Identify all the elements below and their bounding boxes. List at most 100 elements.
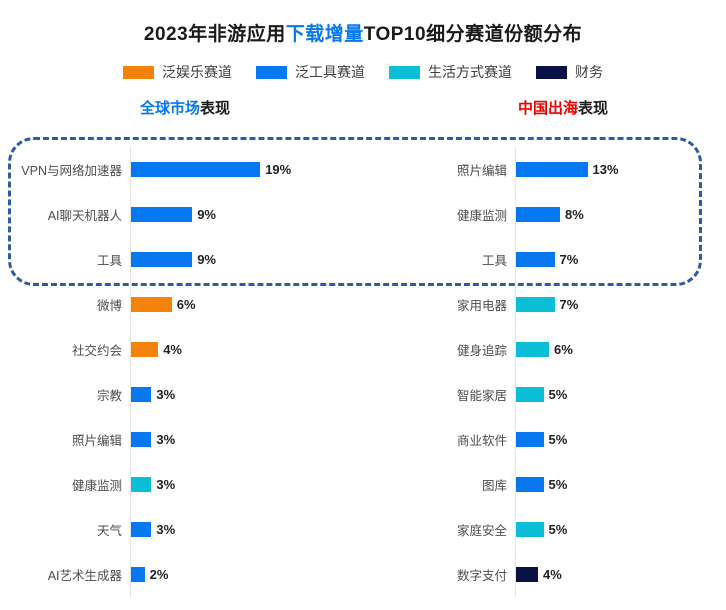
category-label: 健身追踪 [456, 344, 507, 358]
china-overseas-header-highlight: 中国出海 [517, 100, 578, 117]
legend-item-label: 生活方式赛道 [428, 64, 512, 80]
category-label: 家用电器 [456, 299, 507, 313]
category-label: 微博 [96, 299, 122, 313]
bar [516, 297, 555, 312]
bar-area: 5% [515, 462, 726, 507]
bar-value-label: 5% [548, 477, 568, 492]
category-label: 工具 [481, 254, 507, 268]
chart-row: 健康监测 8% [385, 192, 726, 237]
bar-area: 5% [515, 372, 726, 417]
bar [131, 297, 172, 312]
bar [131, 162, 261, 177]
bar [131, 252, 193, 267]
bar-value-label: 9% [197, 252, 216, 267]
bar-value-label: 8% [565, 207, 584, 222]
chart-row: 数字支付 4% [385, 552, 726, 597]
category-label: 家庭安全 [456, 524, 507, 538]
bar [131, 342, 159, 357]
category-label: 照片编辑 [71, 434, 122, 448]
legend-item: 泛工具赛道 [256, 62, 365, 82]
bar [516, 477, 544, 492]
bar [516, 162, 588, 177]
bar-value-label: 19% [265, 162, 292, 177]
chart-row: 健康监测 3% [0, 462, 341, 507]
chart-row: AI聊天机器人 9% [0, 192, 341, 237]
bar [516, 342, 549, 357]
category-label: 照片编辑 [456, 164, 507, 178]
legend-item: 财务 [536, 62, 603, 82]
china-overseas-header-suffix: 表现 [578, 100, 609, 117]
category-label: 社交约会 [71, 344, 122, 358]
bar-area: 7% [515, 282, 726, 327]
legend-item-label: 财务 [575, 64, 603, 80]
chart-row: 图库 5% [385, 462, 726, 507]
global-market-header: 全球市场表现 [40, 97, 330, 118]
category-label: 数字支付 [456, 569, 507, 583]
global-market-chart: VPN与网络加速器 19% AI聊天机器人 9% 工具 9% 微博 6% 社交约会 4% 宗教 3% 照… [0, 147, 341, 597]
title-prefix: 2023年非游应用 [143, 24, 286, 45]
bar-value-label: 3% [156, 522, 176, 537]
bar-value-label: 13% [592, 162, 619, 177]
bar-area: 6% [515, 327, 726, 372]
bar-value-label: 7% [559, 297, 579, 312]
bar [131, 567, 145, 582]
category-label: VPN与网络加速器 [21, 164, 122, 178]
category-label: 智能家居 [456, 389, 507, 403]
legend-item: 泛娱乐赛道 [123, 62, 232, 82]
category-label: 健康监测 [71, 479, 122, 493]
bar-value-label: 6% [554, 342, 573, 357]
global-market-header-suffix: 表现 [200, 100, 231, 117]
bar-area: 3% [130, 417, 341, 462]
bar-area: 8% [515, 192, 726, 237]
category-label: 天气 [96, 524, 122, 538]
bar-area: 3% [130, 372, 341, 417]
bar [516, 567, 538, 582]
bar-area: 5% [515, 417, 726, 462]
bar-area: 3% [130, 507, 341, 552]
chart-row: VPN与网络加速器 19% [0, 147, 341, 192]
bar [516, 522, 544, 537]
bar-value-label: 9% [197, 207, 216, 222]
bar-value-label: 3% [156, 477, 176, 492]
bar-value-label: 5% [548, 387, 568, 402]
bar [516, 432, 544, 447]
bar-area: 9% [130, 192, 341, 237]
chart-row: 宗教 3% [0, 372, 341, 417]
bar [131, 207, 193, 222]
legend-swatch [389, 65, 420, 79]
chart-row: 商业软件 5% [385, 417, 726, 462]
chart-row: 智能家居 5% [385, 372, 726, 417]
chart-row: 家庭安全 5% [385, 507, 726, 552]
bar-area: 7% [515, 237, 726, 282]
category-label: AI聊天机器人 [47, 209, 122, 223]
bar [516, 387, 544, 402]
chart-row: 微博 6% [0, 282, 341, 327]
category-label: 健康监测 [456, 209, 507, 223]
legend-swatch [123, 65, 154, 79]
bar-value-label: 5% [548, 522, 568, 537]
category-label: 图库 [481, 479, 507, 493]
bar-area: 13% [515, 147, 726, 192]
title-highlight: 下载增量 [285, 24, 364, 45]
category-label: AI艺术生成器 [47, 569, 122, 583]
legend-item-label: 泛工具赛道 [295, 64, 365, 80]
bar-area: 3% [130, 462, 341, 507]
bar [131, 387, 152, 402]
legend-item-label: 泛娱乐赛道 [162, 64, 232, 80]
legend-swatch [256, 65, 287, 79]
bar [131, 522, 152, 537]
chart-row: 照片编辑 3% [0, 417, 341, 462]
category-label: 商业软件 [456, 434, 507, 448]
china-overseas-header: 中国出海表现 [418, 97, 708, 118]
bar-value-label: 4% [163, 342, 182, 357]
bar-area: 4% [130, 327, 341, 372]
bar-value-label: 2% [149, 567, 169, 582]
bar [516, 252, 555, 267]
bar-value-label: 4% [543, 567, 562, 582]
bar-value-label: 3% [156, 432, 176, 447]
category-label: 宗教 [96, 389, 122, 403]
chart-row: 工具 7% [385, 237, 726, 282]
bar [131, 477, 152, 492]
bar [131, 432, 152, 447]
chart-row: 家用电器 7% [385, 282, 726, 327]
